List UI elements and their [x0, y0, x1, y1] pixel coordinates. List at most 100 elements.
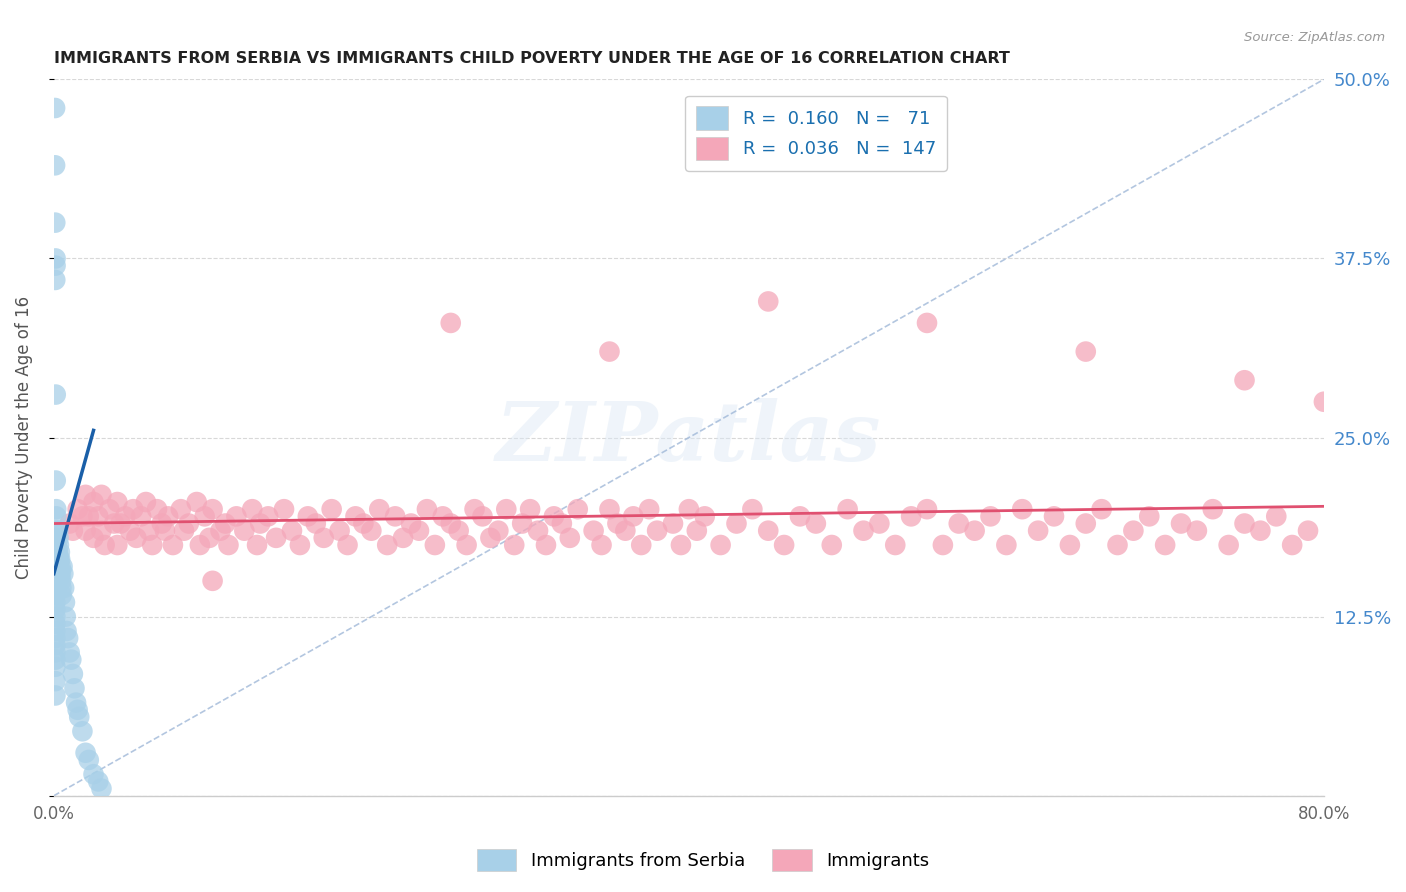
Point: [1233, 373, 1256, 387]
Point: [46, 552, 69, 566]
Point: [77, 509, 100, 524]
Point: [62, 667, 84, 681]
Point: [804, 516, 827, 531]
Point: [45, 552, 67, 566]
Point: [44, 653, 66, 667]
Point: [49, 559, 72, 574]
Point: [1091, 502, 1114, 516]
Point: [45, 566, 67, 581]
Point: [67, 710, 90, 724]
Point: [44, 609, 66, 624]
Point: [1026, 524, 1049, 538]
Point: [49, 574, 72, 588]
Point: [46, 574, 69, 588]
Text: IMMIGRANTS FROM SERBIA VS IMMIGRANTS CHILD POVERTY UNDER THE AGE OF 16 CORRELATI: IMMIGRANTS FROM SERBIA VS IMMIGRANTS CHI…: [53, 51, 1010, 66]
Point: [1202, 502, 1225, 516]
Point: [72, 724, 94, 739]
Point: [103, 516, 125, 531]
Point: [125, 531, 148, 545]
Point: [150, 516, 173, 531]
Point: [384, 509, 406, 524]
Point: [45, 252, 67, 266]
Point: [408, 524, 430, 538]
Point: [598, 344, 620, 359]
Point: [188, 538, 211, 552]
Point: [110, 516, 132, 531]
Point: [44, 631, 66, 645]
Point: [83, 495, 105, 509]
Point: [77, 753, 100, 767]
Point: [75, 746, 97, 760]
Point: [686, 524, 709, 538]
Point: [852, 524, 875, 538]
Point: [46, 545, 69, 559]
Point: [246, 538, 269, 552]
Point: [693, 509, 716, 524]
Point: [65, 696, 87, 710]
Point: [598, 502, 620, 516]
Point: [55, 609, 77, 624]
Point: [44, 689, 66, 703]
Point: [118, 524, 141, 538]
Point: [105, 538, 128, 552]
Point: [45, 474, 67, 488]
Point: [1154, 538, 1177, 552]
Y-axis label: Child Poverty Under the Age of 16: Child Poverty Under the Age of 16: [15, 296, 32, 579]
Point: [62, 524, 84, 538]
Point: [621, 509, 644, 524]
Point: [440, 516, 463, 531]
Point: [83, 531, 105, 545]
Point: [551, 516, 574, 531]
Point: [837, 502, 859, 516]
Point: [741, 502, 763, 516]
Point: [44, 588, 66, 602]
Point: [1249, 524, 1271, 538]
Point: [45, 581, 67, 595]
Point: [240, 502, 263, 516]
Point: [264, 531, 287, 545]
Point: [52, 566, 75, 581]
Point: [440, 316, 463, 330]
Point: [60, 653, 83, 667]
Point: [44, 273, 66, 287]
Point: [46, 545, 69, 559]
Point: [399, 516, 422, 531]
Point: [44, 660, 66, 674]
Point: [87, 509, 110, 524]
Point: [44, 616, 66, 631]
Point: [48, 531, 70, 545]
Point: [638, 502, 661, 516]
Point: [49, 545, 72, 559]
Point: [963, 524, 986, 538]
Point: [44, 158, 66, 172]
Point: [44, 638, 66, 652]
Point: [773, 538, 796, 552]
Point: [53, 595, 76, 609]
Point: [122, 502, 145, 516]
Point: [44, 602, 66, 616]
Point: [75, 488, 97, 502]
Point: [1059, 538, 1081, 552]
Point: [558, 531, 581, 545]
Point: [312, 531, 335, 545]
Point: [495, 502, 517, 516]
Point: [464, 502, 486, 516]
Point: [368, 502, 391, 516]
Point: [51, 588, 73, 602]
Point: [186, 495, 208, 509]
Point: [471, 509, 494, 524]
Point: [45, 524, 67, 538]
Point: [49, 552, 72, 566]
Point: [48, 566, 70, 581]
Point: [59, 516, 82, 531]
Point: [114, 509, 136, 524]
Point: [48, 538, 70, 552]
Point: [217, 538, 239, 552]
Point: [153, 524, 176, 538]
Point: [87, 774, 110, 789]
Point: [45, 538, 67, 552]
Point: [288, 538, 311, 552]
Point: [162, 538, 184, 552]
Point: [257, 509, 280, 524]
Point: [45, 509, 67, 524]
